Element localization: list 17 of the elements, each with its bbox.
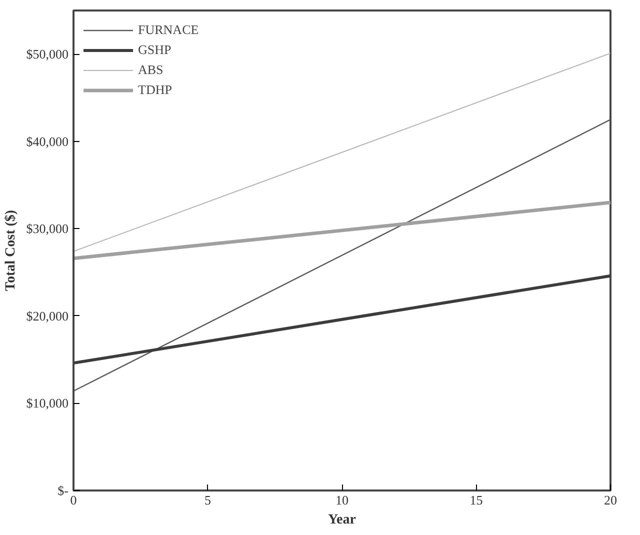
x-tick-label: 5: [204, 492, 211, 508]
y-tick-label: $10,000: [26, 396, 68, 411]
x-tick-label: 10: [336, 492, 348, 508]
x-tick-label: 20: [604, 492, 617, 508]
y-tick-label: $-: [58, 483, 69, 498]
legend-label: FURNACE: [138, 22, 199, 38]
legend-label: GSHP: [138, 42, 172, 58]
y-axis-title: Total Cost ($): [3, 210, 18, 292]
x-tick-label: 15: [470, 492, 483, 508]
x-axis-title: Year: [328, 512, 356, 528]
y-tick-label: $50,000: [26, 46, 68, 62]
y-tick-label: $30,000: [26, 221, 68, 236]
legend-label: TDHP: [138, 82, 172, 98]
legend-label: ABS: [138, 62, 164, 78]
y-tick-label: $40,000: [26, 134, 68, 149]
y-tick-label: $20,000: [26, 308, 68, 324]
x-tick-label: 0: [70, 492, 77, 508]
